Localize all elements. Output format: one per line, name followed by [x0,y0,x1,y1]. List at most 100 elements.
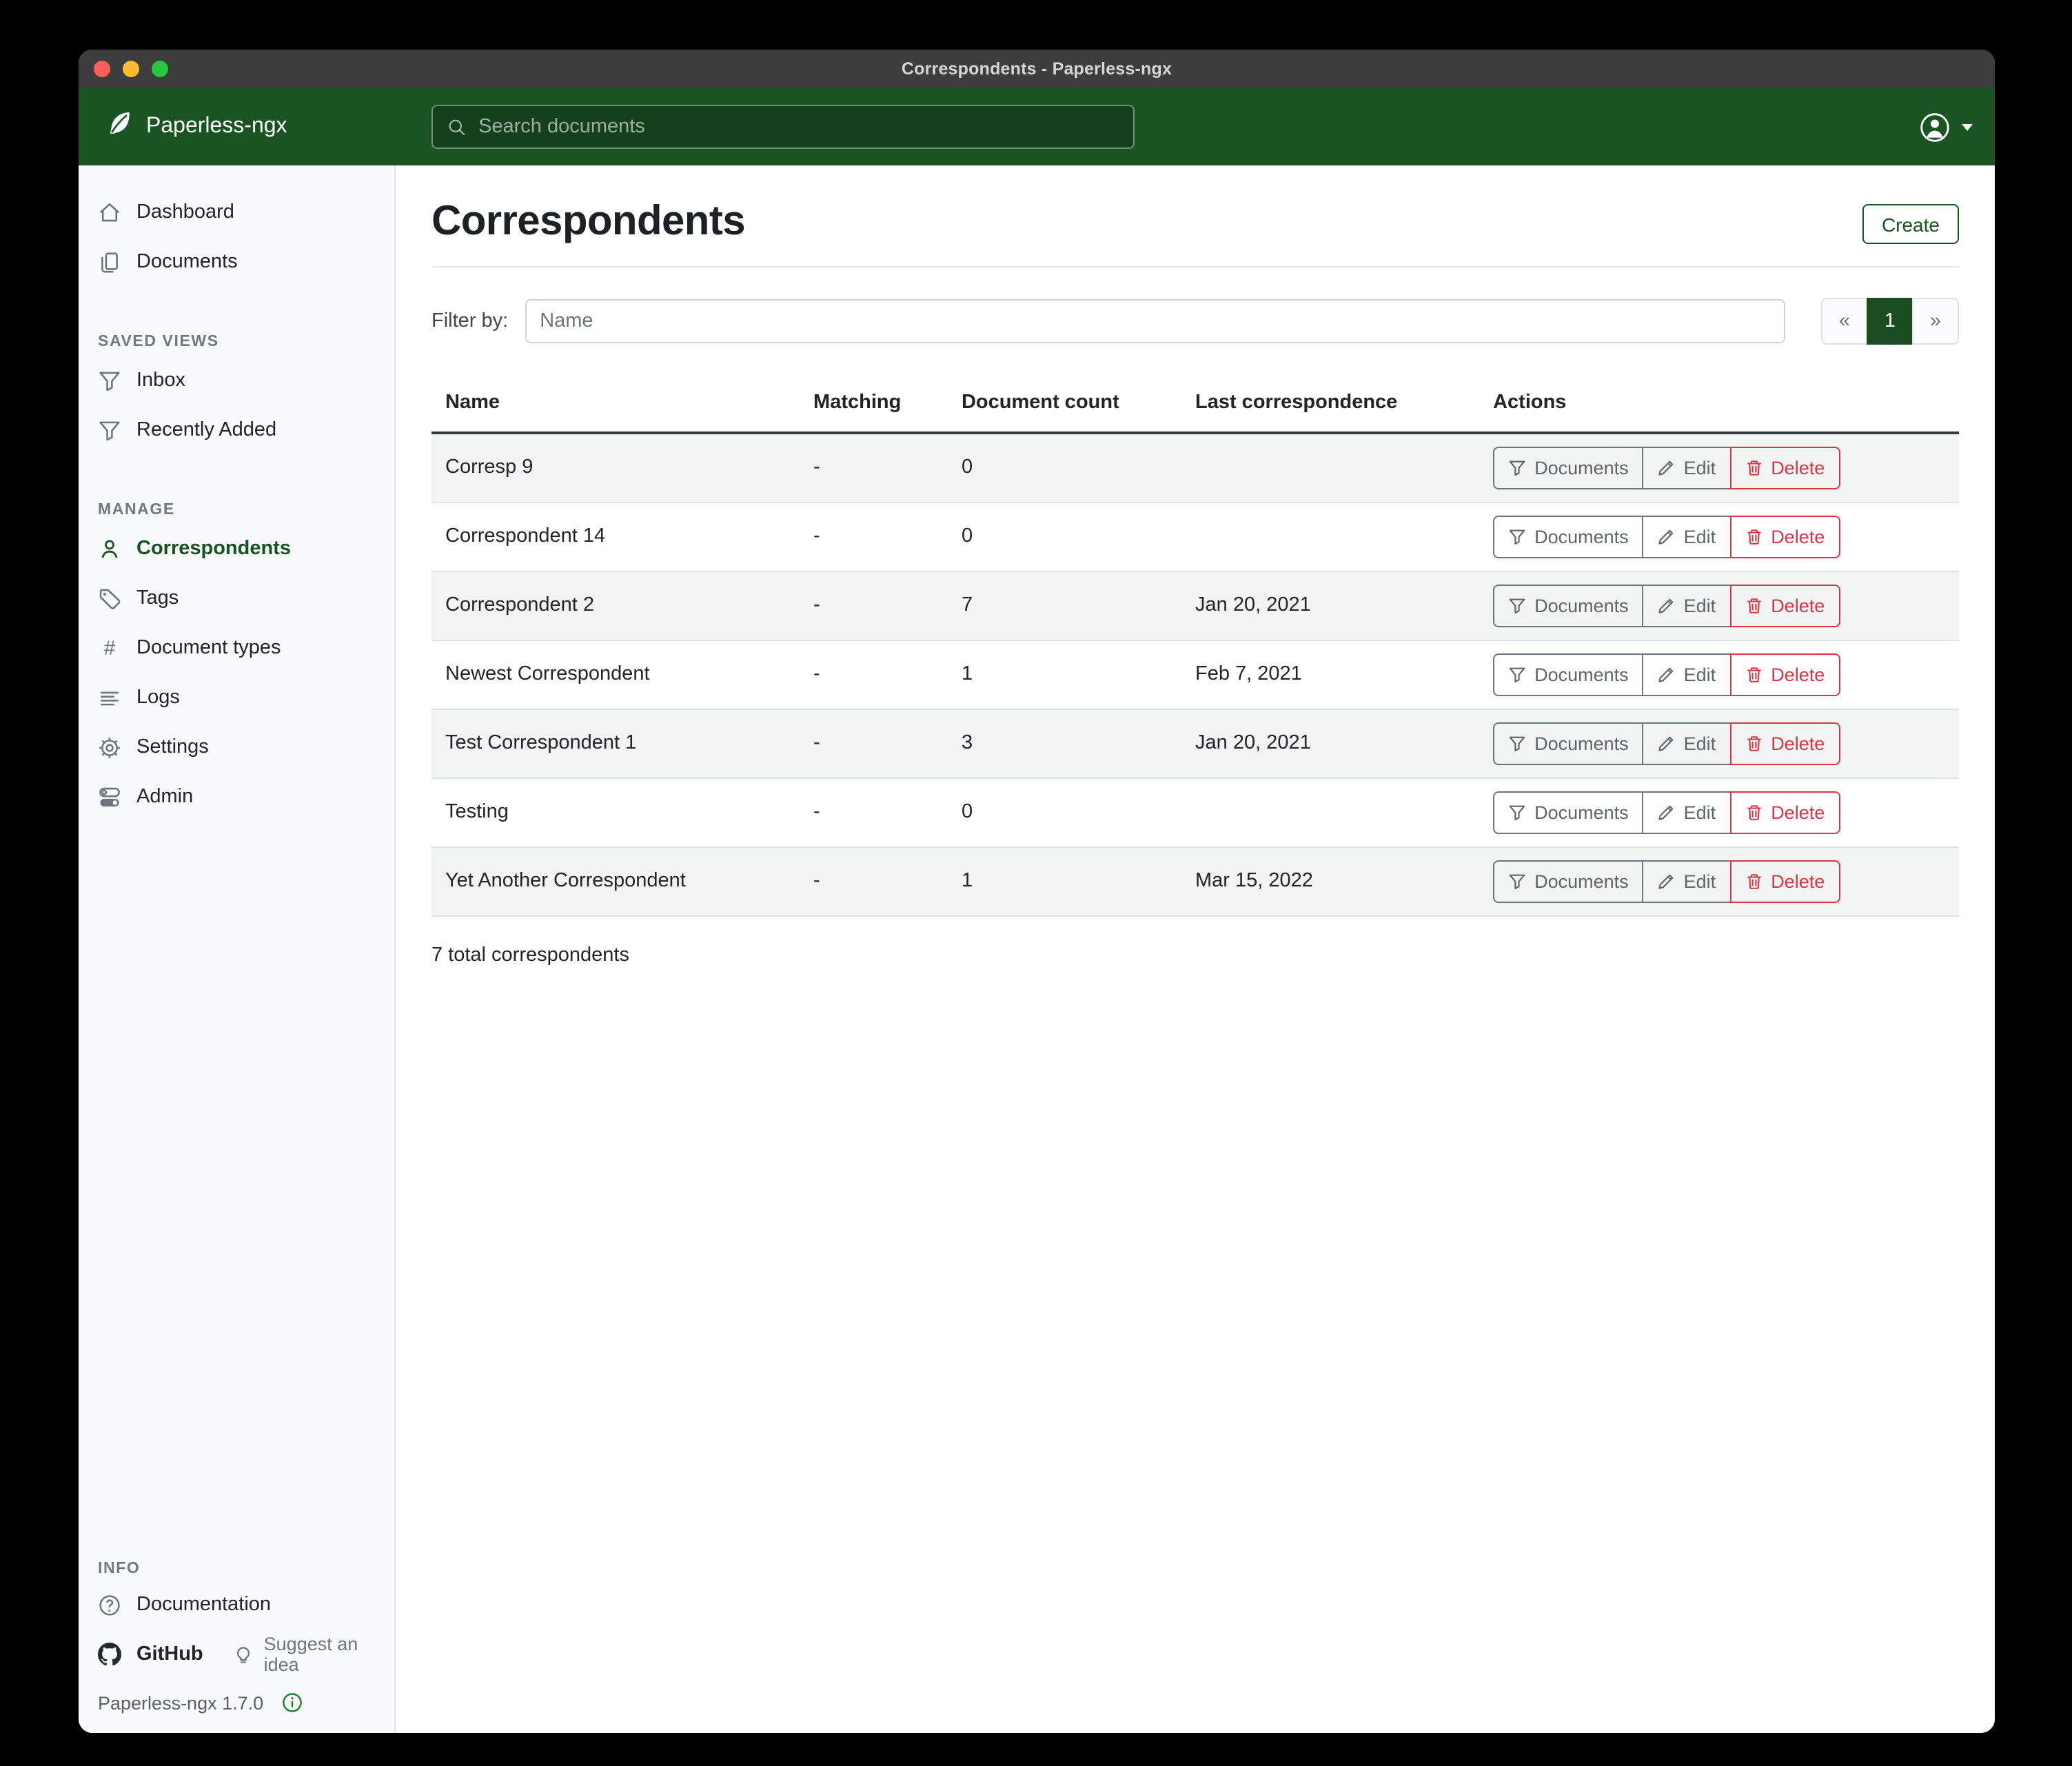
cell-count: 0 [947,502,1181,571]
funnel-icon [98,418,121,442]
search-input[interactable] [478,116,1119,138]
documents-button[interactable]: Documents [1493,653,1644,696]
sidebar-item-document-types[interactable]: # Document types [79,623,394,673]
documents-button[interactable]: Documents [1493,515,1644,558]
close-window-button[interactable] [94,61,110,77]
funnel-icon [1508,527,1526,545]
pagination-next-button[interactable]: » [1912,298,1959,345]
trash-icon [1745,596,1763,614]
cell-last-correspondence: Jan 20, 2021 [1181,709,1480,778]
sidebar-item-label: Dashboard [136,201,234,223]
button-label: Documents [1534,802,1629,822]
maximize-window-button[interactable] [152,61,168,77]
question-circle-icon [98,1593,121,1616]
column-header-name[interactable]: Name [431,378,800,434]
cell-actions: Documents Edit Delete [1479,846,1959,916]
sidebar-item-tags[interactable]: Tags [79,574,394,623]
cell-last-correspondence [1181,433,1480,503]
cell-actions: Documents Edit Delete [1479,640,1959,709]
button-label: Documents [1534,457,1629,478]
edit-button[interactable]: Edit [1642,446,1731,489]
row-action-group: Documents Edit Delete [1493,860,1840,902]
cell-last-correspondence [1181,502,1480,571]
button-label: Documents [1534,526,1629,547]
person-icon [98,537,121,560]
edit-button[interactable]: Edit [1642,515,1731,558]
sidebar-item-documents[interactable]: Documents [79,237,394,287]
sidebar-item-logs[interactable]: Logs [79,673,394,722]
column-header-matching[interactable]: Matching [800,378,948,434]
row-action-group: Documents Edit Delete [1493,584,1840,627]
sidebar-item-admin[interactable]: Admin [79,772,394,822]
caret-down-icon [1962,123,1973,130]
delete-button[interactable]: Delete [1729,791,1840,833]
delete-button[interactable]: Delete [1729,860,1840,902]
button-label: Documents [1534,664,1629,684]
app-header: Paperless-ngx [79,88,1995,165]
delete-button[interactable]: Delete [1729,584,1840,627]
sidebar-item-label: Documentation [136,1594,272,1616]
sidebar-item-correspondents[interactable]: Correspondents [79,524,394,574]
column-header-last-correspondence[interactable]: Last correspondence [1181,378,1480,434]
header-divider [431,266,1959,267]
button-label: Delete [1771,595,1825,616]
sidebar-item-recently-added[interactable]: Recently Added [79,405,394,455]
row-action-group: Documents Edit Delete [1493,722,1840,764]
create-button[interactable]: Create [1862,204,1959,244]
edit-button[interactable]: Edit [1642,791,1731,833]
trash-icon [1745,803,1763,821]
cell-count: 3 [947,709,1181,778]
pagination-prev-button[interactable]: « [1821,298,1868,345]
github-row: GitHub Suggest an idea [79,1630,394,1679]
app-name: Paperless-ngx [146,114,287,138]
sidebar-item-documentation[interactable]: Documentation [79,1580,394,1630]
edit-button[interactable]: Edit [1642,653,1731,696]
info-circle-icon[interactable] [281,1692,303,1714]
pencil-icon [1658,459,1676,477]
sidebar-item-dashboard[interactable]: Dashboard [79,187,394,237]
sidebar-item-label: Document types [136,637,281,659]
cell-matching: - [800,640,948,709]
sidebar-item-label: Recently Added [136,419,277,441]
user-menu-button[interactable] [1919,88,1973,165]
sidebar-item-github[interactable]: GitHub [79,1630,203,1679]
button-label: Delete [1771,457,1825,478]
page-head: Correspondents Create [431,199,1959,245]
table-row: Correspondent 14-0 Documents Edit Delete [431,502,1959,571]
button-label: Delete [1771,526,1825,547]
trash-icon [1745,527,1763,545]
cell-name: Corresp 9 [431,433,800,503]
sidebar-item-settings[interactable]: Settings [79,722,394,772]
pencil-icon [1658,596,1676,614]
minimize-window-button[interactable] [123,61,139,77]
delete-button[interactable]: Delete [1729,653,1840,696]
edit-button[interactable]: Edit [1642,860,1731,902]
edit-button[interactable]: Edit [1642,722,1731,764]
row-action-group: Documents Edit Delete [1493,791,1840,833]
filter-name-input[interactable] [525,299,1785,343]
delete-button[interactable]: Delete [1729,515,1840,558]
delete-button[interactable]: Delete [1729,722,1840,764]
documents-button[interactable]: Documents [1493,584,1644,627]
table-body: Corresp 9-0 Documents Edit Delete Correspond… [431,433,1959,916]
manage-section-label: MANAGE [98,502,175,518]
documents-icon [98,250,121,274]
sidebar-item-inbox[interactable]: Inbox [79,356,394,405]
pagination-page-1[interactable]: 1 [1867,298,1913,345]
app-brand[interactable]: Paperless-ngx [108,88,287,165]
column-header-document-count[interactable]: Document count [947,378,1181,434]
button-label: Edit [1683,733,1716,753]
sidebar-item-label: Settings [136,736,209,758]
suggest-idea-link[interactable]: Suggest an idea [234,1634,394,1675]
list-icon [98,686,121,709]
documents-button[interactable]: Documents [1493,722,1644,764]
delete-button[interactable]: Delete [1729,446,1840,489]
edit-button[interactable]: Edit [1642,584,1731,627]
documents-button[interactable]: Documents [1493,791,1644,833]
cell-last-correspondence: Mar 15, 2022 [1181,846,1480,916]
cell-matching: - [800,846,948,916]
documents-button[interactable]: Documents [1493,860,1644,902]
documents-button[interactable]: Documents [1493,446,1644,489]
button-label: Edit [1683,526,1716,547]
